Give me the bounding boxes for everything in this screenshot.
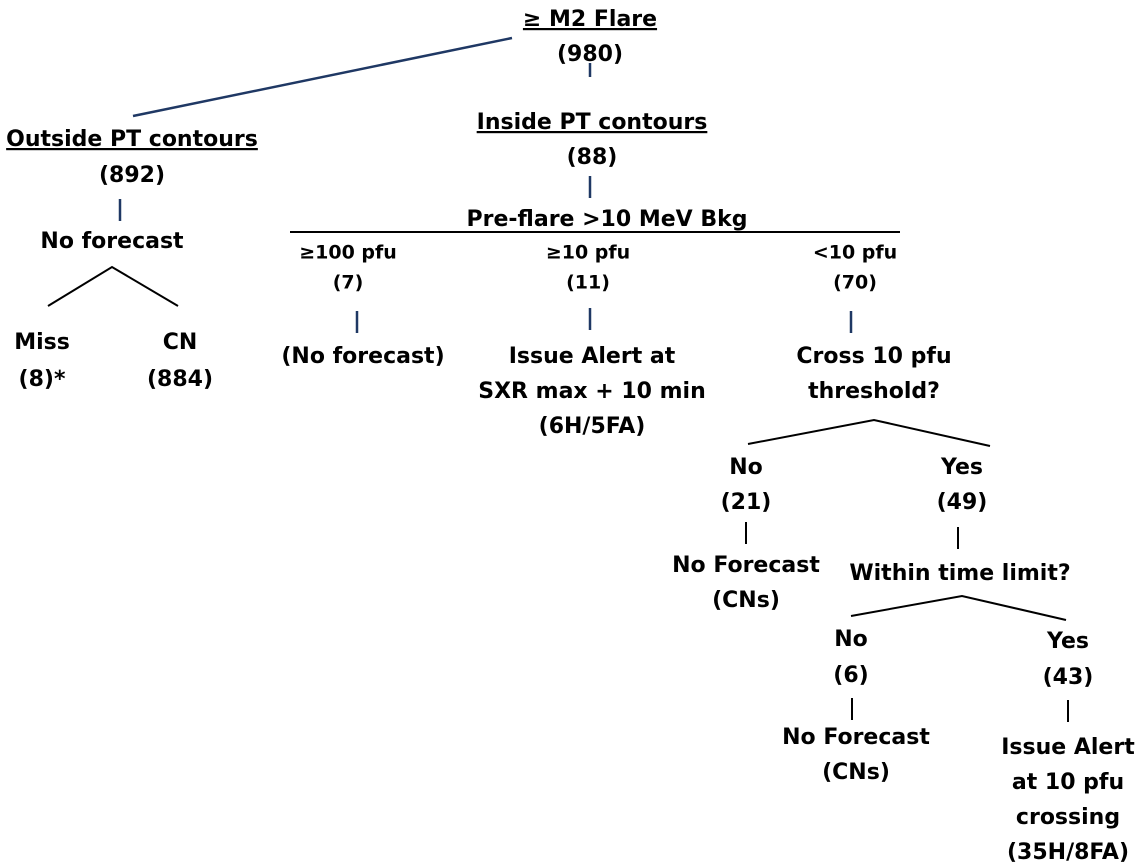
- connectors: [47, 36, 1069, 722]
- node-label: (43): [1043, 665, 1094, 690]
- node-label: (7): [333, 272, 364, 294]
- node-label: Within time limit?: [849, 561, 1070, 586]
- node-label: (6): [833, 663, 868, 688]
- node-label: CN: [163, 330, 198, 355]
- node-label: No Forecast: [782, 725, 930, 750]
- connector: [132, 36, 513, 118]
- node-label: No Forecast: [672, 553, 820, 578]
- node-label: (884): [147, 367, 213, 392]
- node-label: Yes: [940, 455, 983, 480]
- node-label: ≥10 pfu: [546, 242, 630, 264]
- node-label: No: [729, 455, 763, 480]
- node-label: Inside PT contours: [477, 110, 708, 135]
- node-label: (70): [833, 272, 877, 294]
- node-label: ≥100 pfu: [299, 242, 397, 264]
- node-label: threshold?: [808, 379, 940, 404]
- node-label: (8)*: [19, 367, 66, 392]
- node-label: (35H/8FA): [1007, 840, 1129, 865]
- node-label: Cross 10 pfu: [796, 344, 951, 369]
- branch-line: [850, 594, 1067, 621]
- node-label: (21): [721, 490, 772, 515]
- node-label: Miss: [14, 330, 70, 355]
- node-label: ≥ M2 Flare: [523, 7, 657, 32]
- branch-line: [47, 265, 179, 307]
- node-label: (11): [566, 272, 610, 294]
- node-label: (49): [937, 490, 988, 515]
- node-label: No forecast: [40, 229, 184, 254]
- node-label: (6H/5FA): [539, 414, 646, 439]
- node-label: (CNs): [822, 760, 890, 785]
- node-label: (CNs): [712, 588, 780, 613]
- node-label: <10 pfu: [813, 242, 897, 264]
- node-label: crossing: [1016, 805, 1120, 830]
- node-label: (No forecast): [281, 344, 444, 369]
- node-label: Pre-flare >10 MeV Bkg: [467, 207, 748, 232]
- node-label: SXR max + 10 min: [478, 379, 706, 404]
- branch-line: [747, 418, 991, 447]
- node-label: Yes: [1046, 629, 1089, 654]
- node-label: Outside PT contours: [6, 127, 258, 152]
- node-label: at 10 pfu: [1012, 770, 1124, 795]
- node-label: (892): [99, 163, 165, 188]
- node-label: Issue Alert: [1001, 735, 1135, 760]
- node-label: (980): [557, 42, 623, 67]
- node-label: No: [834, 627, 868, 652]
- node-label: (88): [567, 145, 618, 170]
- node-label: Issue Alert at: [509, 344, 676, 369]
